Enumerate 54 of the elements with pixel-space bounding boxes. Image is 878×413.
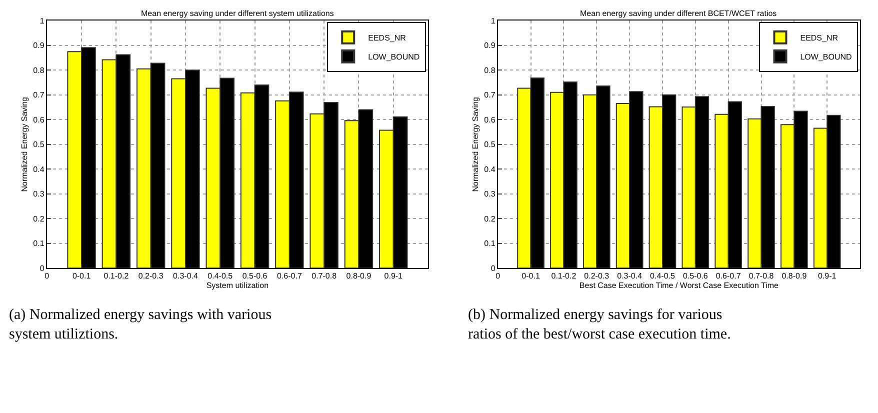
- x-tick-label: 0-0.1: [72, 272, 92, 281]
- x-tick-label: 0.5-0.6: [682, 272, 708, 281]
- y-tick-label: 1: [490, 16, 496, 26]
- y-tick-label: 0.2: [484, 214, 496, 224]
- y-tick-label: 0.6: [33, 115, 45, 124]
- x-tick-label: 0.9-1: [384, 272, 404, 281]
- x-axis-title: System utilization: [206, 280, 269, 290]
- y-tick-label: 0.8: [33, 66, 45, 75]
- x-tick-label: 0.6-0.7: [716, 272, 742, 281]
- y-tick-label: 0.9: [484, 41, 496, 50]
- y-tick-label: 0.5: [484, 140, 496, 150]
- y-tick-label: 0.2: [33, 214, 45, 224]
- x-tick-label: 0.5-0.6: [242, 272, 268, 281]
- x-tick-label: 0.3-0.4: [617, 272, 643, 281]
- x-tick-label: 0.4-0.5: [650, 272, 676, 281]
- chart-title: Mean energy saving under different system utilizations: [141, 9, 334, 18]
- legend-label: LOW_BOUND: [368, 52, 420, 62]
- text: (a) Normalized energy savings with various system utiliztions.: [9, 307, 272, 342]
- y-tick-label: 0.1: [33, 239, 45, 248]
- y-tick-label: 0.3: [484, 190, 496, 199]
- y-tick-label: 0.7: [33, 90, 45, 100]
- x-tick-label: 0.7-0.8: [748, 272, 774, 281]
- y-tick-label: 0.9: [33, 41, 45, 50]
- y-tick-label: 0.4: [33, 164, 45, 174]
- x-tick-label: 0.8-0.9: [782, 272, 808, 281]
- legend-label: LOW_BOUND: [800, 52, 852, 62]
- x-tick-label: 0.8-0.9: [346, 272, 372, 281]
- y-tick-label: 0.3: [33, 190, 45, 199]
- y-tick-label: 0.8: [484, 66, 496, 75]
- x-tick-label: 0.1-0.2: [551, 272, 577, 281]
- y-tick-label: 0.7: [484, 90, 496, 100]
- y-tick-label: 0: [40, 264, 45, 273]
- x-tick-label: 0-0.1: [522, 272, 540, 281]
- x-tick-label: 0.6-0.7: [276, 272, 302, 281]
- x-axis-title: Best Case Execution Time / Worst Case Execution Time: [579, 280, 780, 290]
- x-tick-label: 0.4-0.5: [208, 272, 234, 281]
- y-tick-label: 1: [40, 16, 45, 26]
- x-tick-label: 0.9-1: [818, 272, 837, 281]
- x-tick-label: 0.3-0.4: [173, 272, 198, 281]
- y-axis-title: Normalized Energy Saving: [20, 97, 29, 192]
- y-tick-label: 0.5: [33, 140, 45, 150]
- chart-title: Mean energy saving under different BCET/WCET ratios: [580, 9, 777, 18]
- x-tick-label: 0.1-0.2: [104, 272, 130, 281]
- y-axis-title: Normalized Energy Saving: [470, 97, 480, 192]
- x-tick-label: 0.2-0.3: [138, 272, 164, 281]
- legend-label: EEDS_NR: [368, 33, 406, 42]
- y-tick-label: 0.6: [484, 115, 496, 124]
- y-tick-label: 0.1: [484, 239, 496, 248]
- y-tick-label: 0: [490, 264, 496, 273]
- text: (b) Normalized energy savings for various ratios of the best/worst case execution time.: [468, 307, 731, 342]
- y-tick-label: 0.4: [484, 164, 496, 174]
- x-tick-label: 0.2-0.3: [584, 272, 610, 281]
- x-tick-label: 0.7-0.8: [312, 272, 338, 281]
- legend-label: EEDS_NR: [800, 33, 838, 42]
